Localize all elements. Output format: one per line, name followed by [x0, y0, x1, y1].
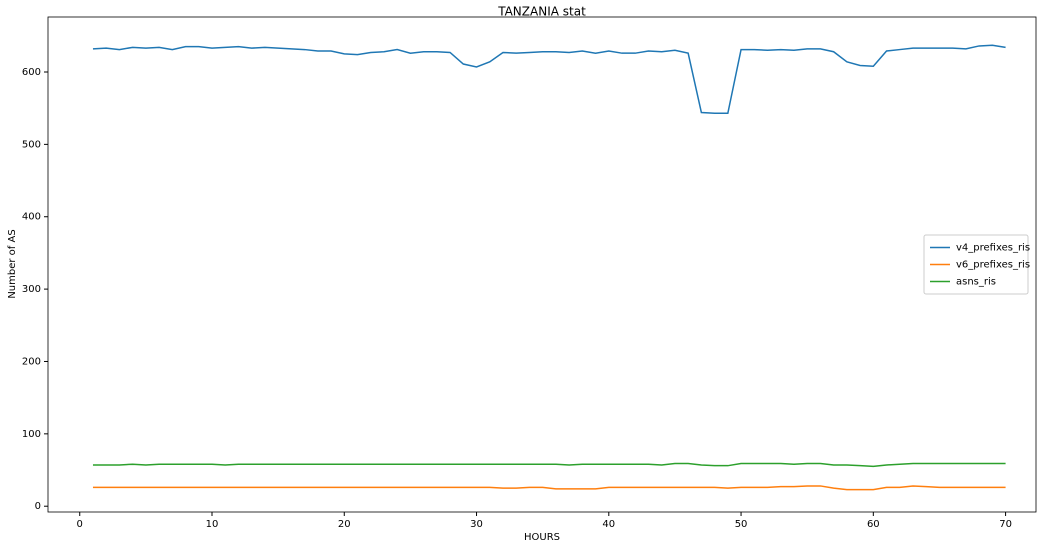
- chart-title: TANZANIA stat: [497, 5, 586, 19]
- x-axis-label: HOURS: [524, 532, 560, 543]
- y-tick-label: 200: [22, 356, 41, 367]
- legend-label: asns_ris: [956, 277, 996, 288]
- y-tick-label: 0: [35, 501, 41, 512]
- x-tick-label: 40: [602, 519, 615, 530]
- legend-label: v6_prefixes_ris: [956, 260, 1030, 271]
- y-tick-label: 500: [22, 139, 41, 150]
- x-tick-label: 10: [206, 519, 219, 530]
- legend-label: v4_prefixes_ris: [956, 243, 1030, 254]
- x-tick-label: 50: [735, 519, 748, 530]
- x-tick-label: 60: [867, 519, 880, 530]
- x-tick-label: 20: [338, 519, 351, 530]
- y-tick-label: 400: [22, 212, 41, 223]
- x-tick-label: 30: [470, 519, 483, 530]
- series-line: [92, 462, 1006, 468]
- x-tick-label: 70: [999, 519, 1012, 530]
- y-tick-label: 600: [22, 67, 41, 78]
- series-line: [92, 44, 1006, 114]
- y-tick-label: 100: [22, 429, 41, 440]
- plot-frame: [47, 16, 1037, 513]
- legend-box: [923, 234, 1029, 295]
- series-line: [92, 485, 1006, 491]
- x-tick-label: 0: [77, 519, 83, 530]
- y-axis-label: Number of AS: [7, 229, 18, 298]
- y-tick-label: 300: [22, 284, 41, 295]
